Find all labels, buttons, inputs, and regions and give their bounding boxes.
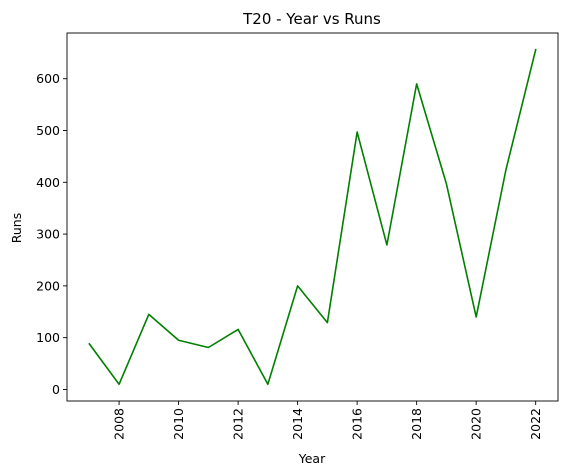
x-tick-label: 2016: [350, 408, 365, 440]
plot-area: 2008 2010 2012 2014 2016 2018 2020 2022 0 100 200 3…: [36, 32, 559, 440]
y-tick-label: 500: [36, 123, 60, 138]
y-tick-label: 0: [52, 382, 60, 397]
plot-frame: [66, 32, 559, 402]
x-axis-label: Year: [298, 451, 326, 466]
y-tick-label: 300: [36, 227, 60, 242]
x-tick-label: 2020: [469, 408, 484, 440]
y-tick-label: 600: [36, 71, 60, 86]
x-tick-label: 2012: [231, 408, 246, 440]
chart-title: T20 - Year vs Runs: [242, 10, 381, 28]
series-line-0: [88, 48, 537, 386]
y-tick-label: 400: [36, 175, 60, 190]
x-tick-label: 2008: [112, 408, 127, 440]
x-tick-label: 2022: [528, 408, 543, 440]
y-tick-label: 100: [36, 330, 60, 345]
y-tick-label: 200: [36, 278, 60, 293]
x-tick-label: 2010: [171, 408, 186, 440]
x-tick-label: 2014: [290, 408, 305, 440]
y-axis-label: Runs: [9, 213, 24, 243]
x-tick-label: 2018: [409, 408, 424, 440]
